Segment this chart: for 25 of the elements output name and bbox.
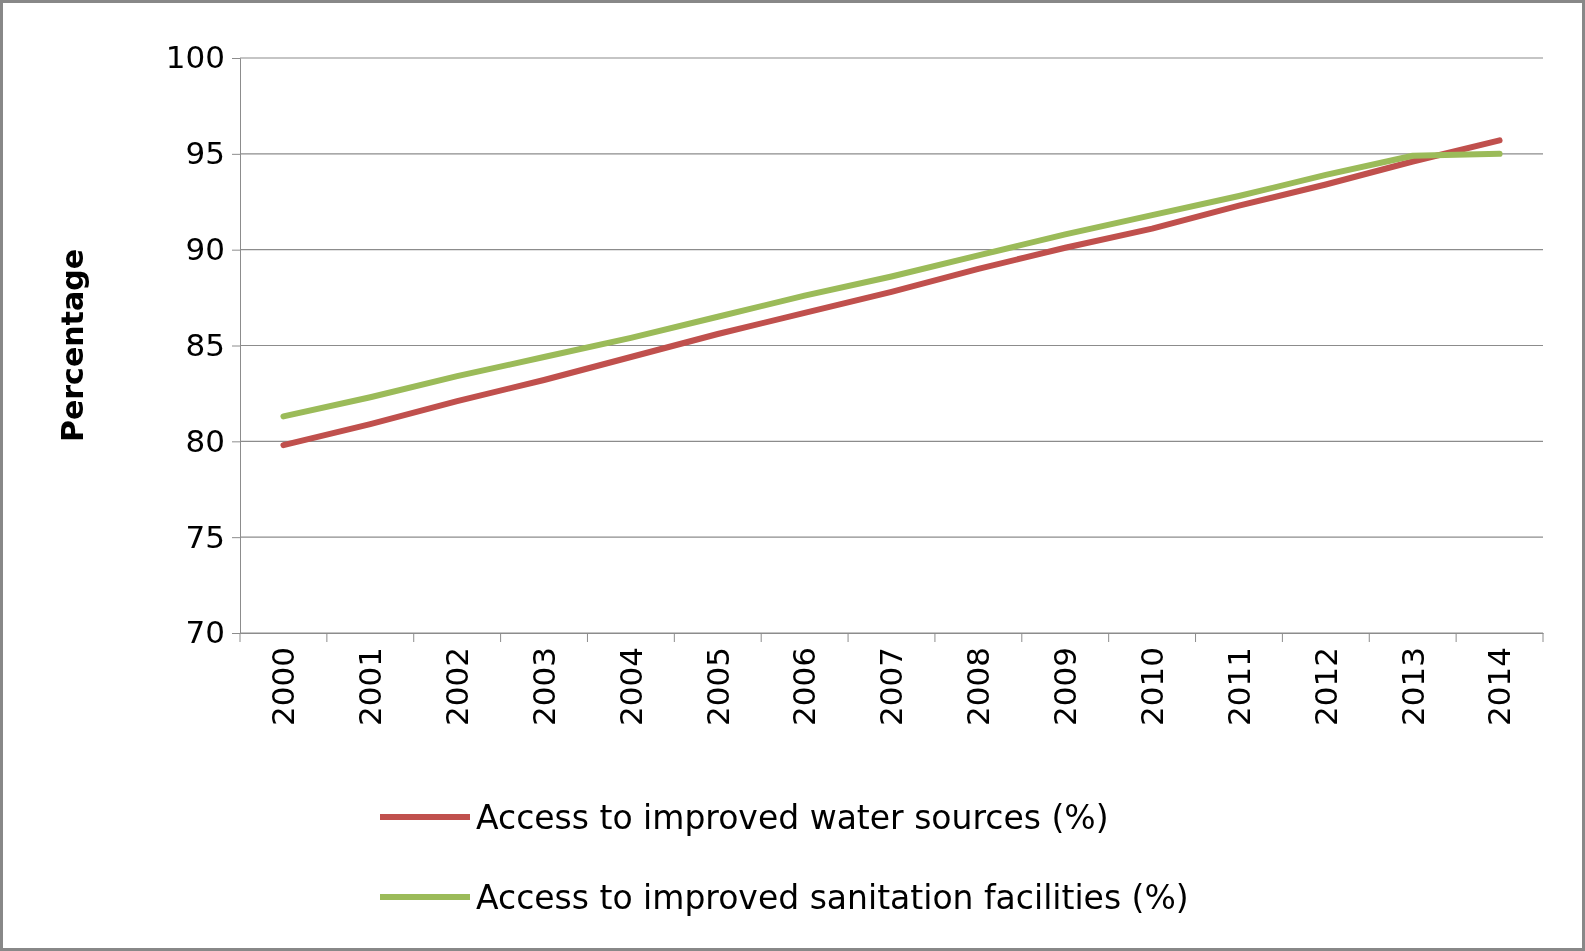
x-tick-label: 2001 [352, 647, 389, 726]
legend-label: Access to improved sanitation facilities (%) [476, 877, 1189, 917]
y-axis-title: Percentage [55, 248, 90, 443]
x-tick-label: 2004 [612, 647, 649, 726]
x-tick-label: 2012 [1307, 647, 1344, 726]
x-tick-label: 2008 [960, 647, 997, 726]
legend-label: Access to improved water sources (%) [476, 797, 1109, 837]
y-tick-label: 70 [185, 614, 225, 651]
x-tick-label: 2013 [1394, 647, 1431, 726]
x-tick-label: 2011 [1220, 647, 1257, 726]
y-tick-label: 75 [185, 518, 225, 555]
y-tick-label: 80 [185, 422, 225, 459]
y-tick-label: 95 [185, 135, 225, 172]
x-tick-label: 2007 [873, 647, 910, 726]
y-tick-label: 100 [165, 39, 225, 76]
x-tick-label: 2010 [1133, 647, 1170, 726]
x-tick-label: 2009 [1047, 647, 1084, 726]
y-tick-label: 90 [185, 231, 225, 268]
x-tick-label: 2003 [525, 647, 562, 726]
x-tick-label: 2000 [265, 647, 302, 726]
x-tick-label: 2006 [786, 647, 823, 726]
x-tick-label: 2002 [439, 647, 476, 726]
x-tick-label: 2014 [1481, 647, 1518, 726]
x-tick-label: 2005 [699, 647, 736, 726]
y-tick-label: 85 [185, 326, 225, 363]
